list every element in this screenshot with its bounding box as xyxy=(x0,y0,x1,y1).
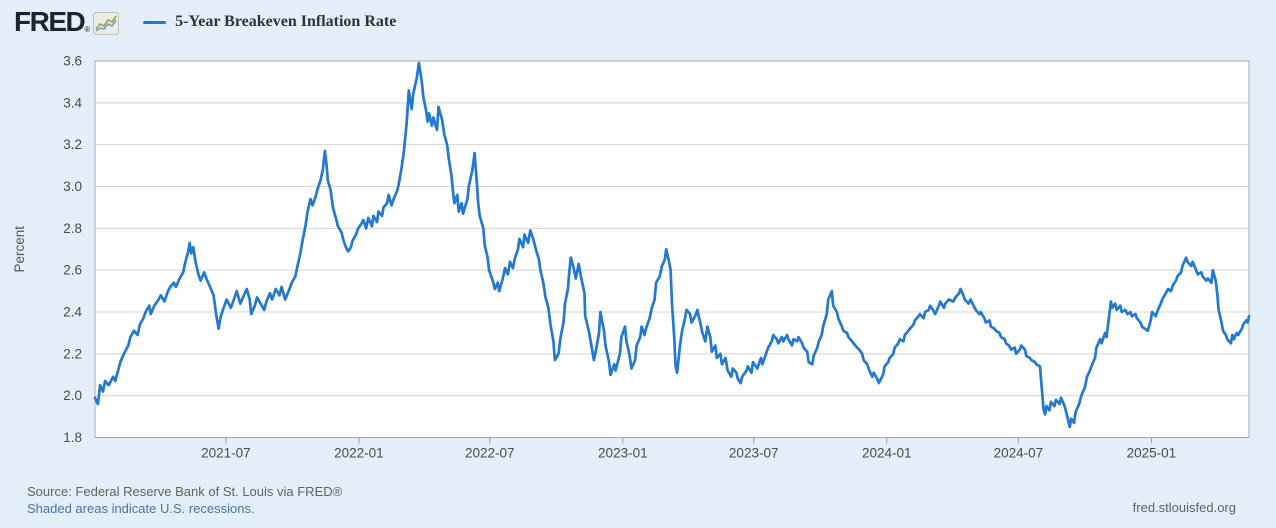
x-tick-label: 2022-01 xyxy=(334,446,384,461)
y-tick-label: 2.2 xyxy=(63,346,82,361)
series-color-swatch xyxy=(143,20,167,24)
series-legend[interactable]: 5-Year Breakeven Inflation Rate xyxy=(143,13,396,31)
y-tick-label: 1.8 xyxy=(63,430,82,445)
fred-logo-chart-icon xyxy=(93,12,120,35)
series-line[interactable] xyxy=(93,61,1251,429)
y-tick-label: 2.8 xyxy=(63,221,82,236)
y-axis-title: Percent xyxy=(12,226,27,273)
fred-site-link[interactable]: fred.stlouisfed.org xyxy=(1132,500,1236,515)
y-tick-label: 3.2 xyxy=(63,137,82,152)
x-tick-label: 2021-07 xyxy=(201,446,251,461)
x-tick-label: 2023-01 xyxy=(598,446,648,461)
source-text: Source: Federal Reserve Bank of St. Loui… xyxy=(27,484,343,499)
x-tick-label: 2023-07 xyxy=(729,446,779,461)
chart-header: FRED ® 5-Year Breakeven Inflation Rate xyxy=(14,6,396,37)
fred-logo[interactable]: FRED ® xyxy=(14,6,120,37)
y-tick-label: 3.0 xyxy=(63,179,82,194)
series-legend-label: 5-Year Breakeven Inflation Rate xyxy=(175,13,397,30)
y-tick-label: 2.6 xyxy=(63,263,82,278)
plot-border xyxy=(94,60,1250,438)
recession-note-link[interactable]: Shaded areas indicate U.S. recessions. xyxy=(27,501,255,516)
y-tick-label: 2.0 xyxy=(63,388,82,403)
plot-area[interactable] xyxy=(95,61,1249,438)
footer-source-block: Source: Federal Reserve Bank of St. Loui… xyxy=(27,483,342,517)
x-tick-label: 2024-07 xyxy=(994,446,1044,461)
y-tick-label: 3.4 xyxy=(63,95,82,110)
line-chart[interactable]: 1.8 2.0 2.2 2.4 2.6 2.8 3.0 3.2 3.4 3.6 2021-07 202… xyxy=(0,44,1276,474)
y-tick-label: 2.4 xyxy=(63,305,82,320)
fred-logo-text: FRED xyxy=(14,6,86,37)
x-tick-label: 2025-01 xyxy=(1127,446,1177,461)
x-tick-label: 2024-01 xyxy=(862,446,912,461)
registered-mark: ® xyxy=(84,25,91,34)
y-tick-label: 3.6 xyxy=(63,54,82,69)
x-tick-label: 2022-07 xyxy=(465,446,515,461)
